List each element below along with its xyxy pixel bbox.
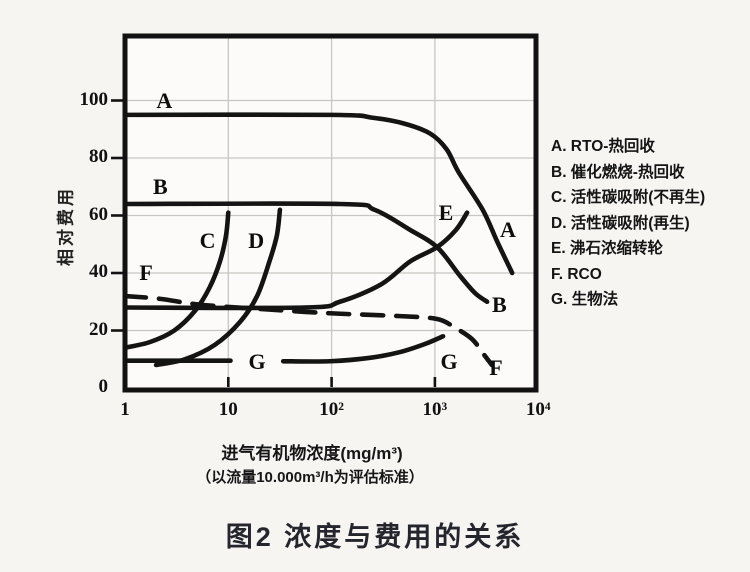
y-tick-label-100: 100 — [79, 88, 109, 110]
curve-label-D: D — [248, 228, 265, 254]
curve-label-F: F — [139, 260, 153, 285]
curve-label-B: B — [491, 291, 507, 317]
legend-item-F: F. RCO — [551, 265, 602, 283]
x-axis-sublabel: （以流量10.000m³/h为评估标准） — [196, 469, 424, 486]
curve-A — [122, 112, 515, 276]
curve-B — [122, 201, 490, 305]
figure-caption: 图2 浓度与费用的关系 — [225, 522, 525, 552]
legend-item-B: B. 催化燃烧-热回收 — [551, 163, 685, 181]
x-tick-label-10000: 10⁴ — [525, 399, 551, 420]
plot-area — [125, 36, 536, 390]
curve-label-A: A — [156, 87, 173, 113]
curve-label-E: E — [438, 199, 454, 225]
y-tick-label-20: 20 — [89, 318, 108, 340]
curve-E — [122, 210, 470, 311]
legend-item-A: A. RTO-热回收 — [551, 138, 655, 155]
curve-F — [122, 293, 495, 368]
legend-item-D: D. 活性碳吸附(再生) — [551, 214, 690, 232]
curve-label-C: C — [199, 228, 216, 254]
curve-label-G: G — [248, 349, 266, 375]
y-tick-label-60: 60 — [89, 203, 108, 225]
curve-label-A: A — [500, 216, 516, 242]
y-tick-label-40: 40 — [89, 261, 108, 282]
legend-item-E: E. 沸石浓缩转轮 — [551, 240, 663, 257]
x-tick-label-10: 10 — [218, 399, 238, 420]
y-tick-label-80: 80 — [89, 146, 108, 167]
x-tick-label-1000: 10³ — [422, 399, 448, 420]
y-tick-label-0: 0 — [98, 376, 109, 397]
legend-item-G: G. 生物法 — [551, 291, 619, 308]
x-tick-label-1: 1 — [120, 399, 130, 420]
legend-item-C: C. 活性碳吸附(不再生) — [551, 189, 706, 206]
curve-label-B: B — [153, 173, 168, 199]
x-tick-label-100: 10² — [319, 399, 344, 420]
curve-label-G: G — [440, 349, 458, 375]
curve-label-F: F — [489, 354, 503, 380]
x-axis-label: 进气有机物浓度(mg/m³) — [221, 444, 403, 463]
plot-frame — [122, 33, 539, 393]
curve-C — [122, 210, 231, 351]
legend: A. RTO-热回收 B. 催化燃烧-热回收 C. 活性碳吸附(不再生) D. 活性碳… — [551, 134, 705, 313]
curve-G-2 — [280, 333, 446, 364]
